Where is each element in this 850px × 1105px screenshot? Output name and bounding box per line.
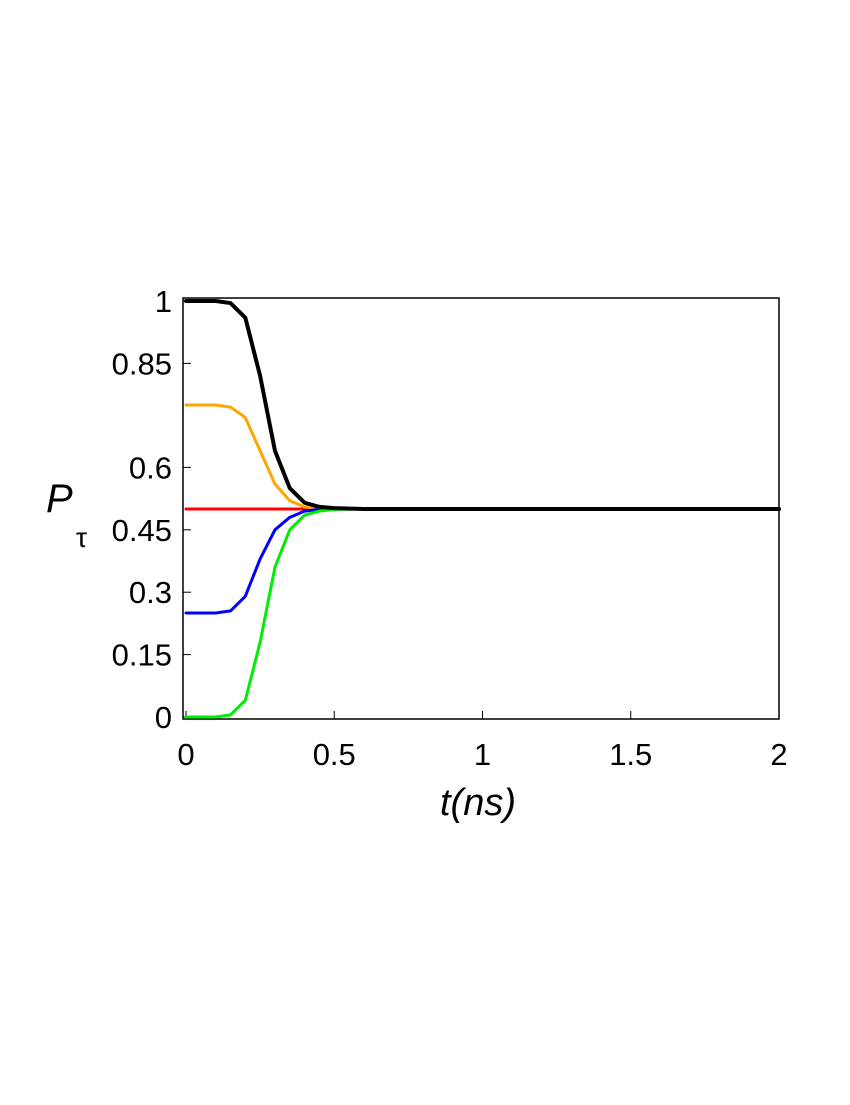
series-line: [184, 507, 781, 615]
y-tick-label: 0.85: [112, 346, 172, 381]
y-tick-label: 0.3: [129, 575, 172, 610]
y-tick-label: 0.45: [112, 513, 172, 548]
x-tick-label: 0: [177, 737, 194, 772]
x-tick-label: 2: [770, 737, 787, 772]
y-tick-label: 0.6: [129, 450, 172, 485]
y-tick-label: 0.15: [112, 638, 172, 673]
series-line: [184, 299, 781, 511]
x-axis-label: t(ns): [440, 782, 516, 824]
y-tick-label: 0: [155, 700, 172, 735]
x-tick-label: 1: [474, 737, 491, 772]
y-axis-label-subscript: τ: [76, 522, 87, 553]
series-line: [184, 507, 781, 719]
y-axis-label: P: [46, 477, 73, 521]
x-tick-label: 1.5: [609, 737, 652, 772]
series-line: [184, 403, 781, 511]
x-tick-label: 0.5: [313, 737, 356, 772]
y-tick-label: 1: [155, 284, 172, 319]
